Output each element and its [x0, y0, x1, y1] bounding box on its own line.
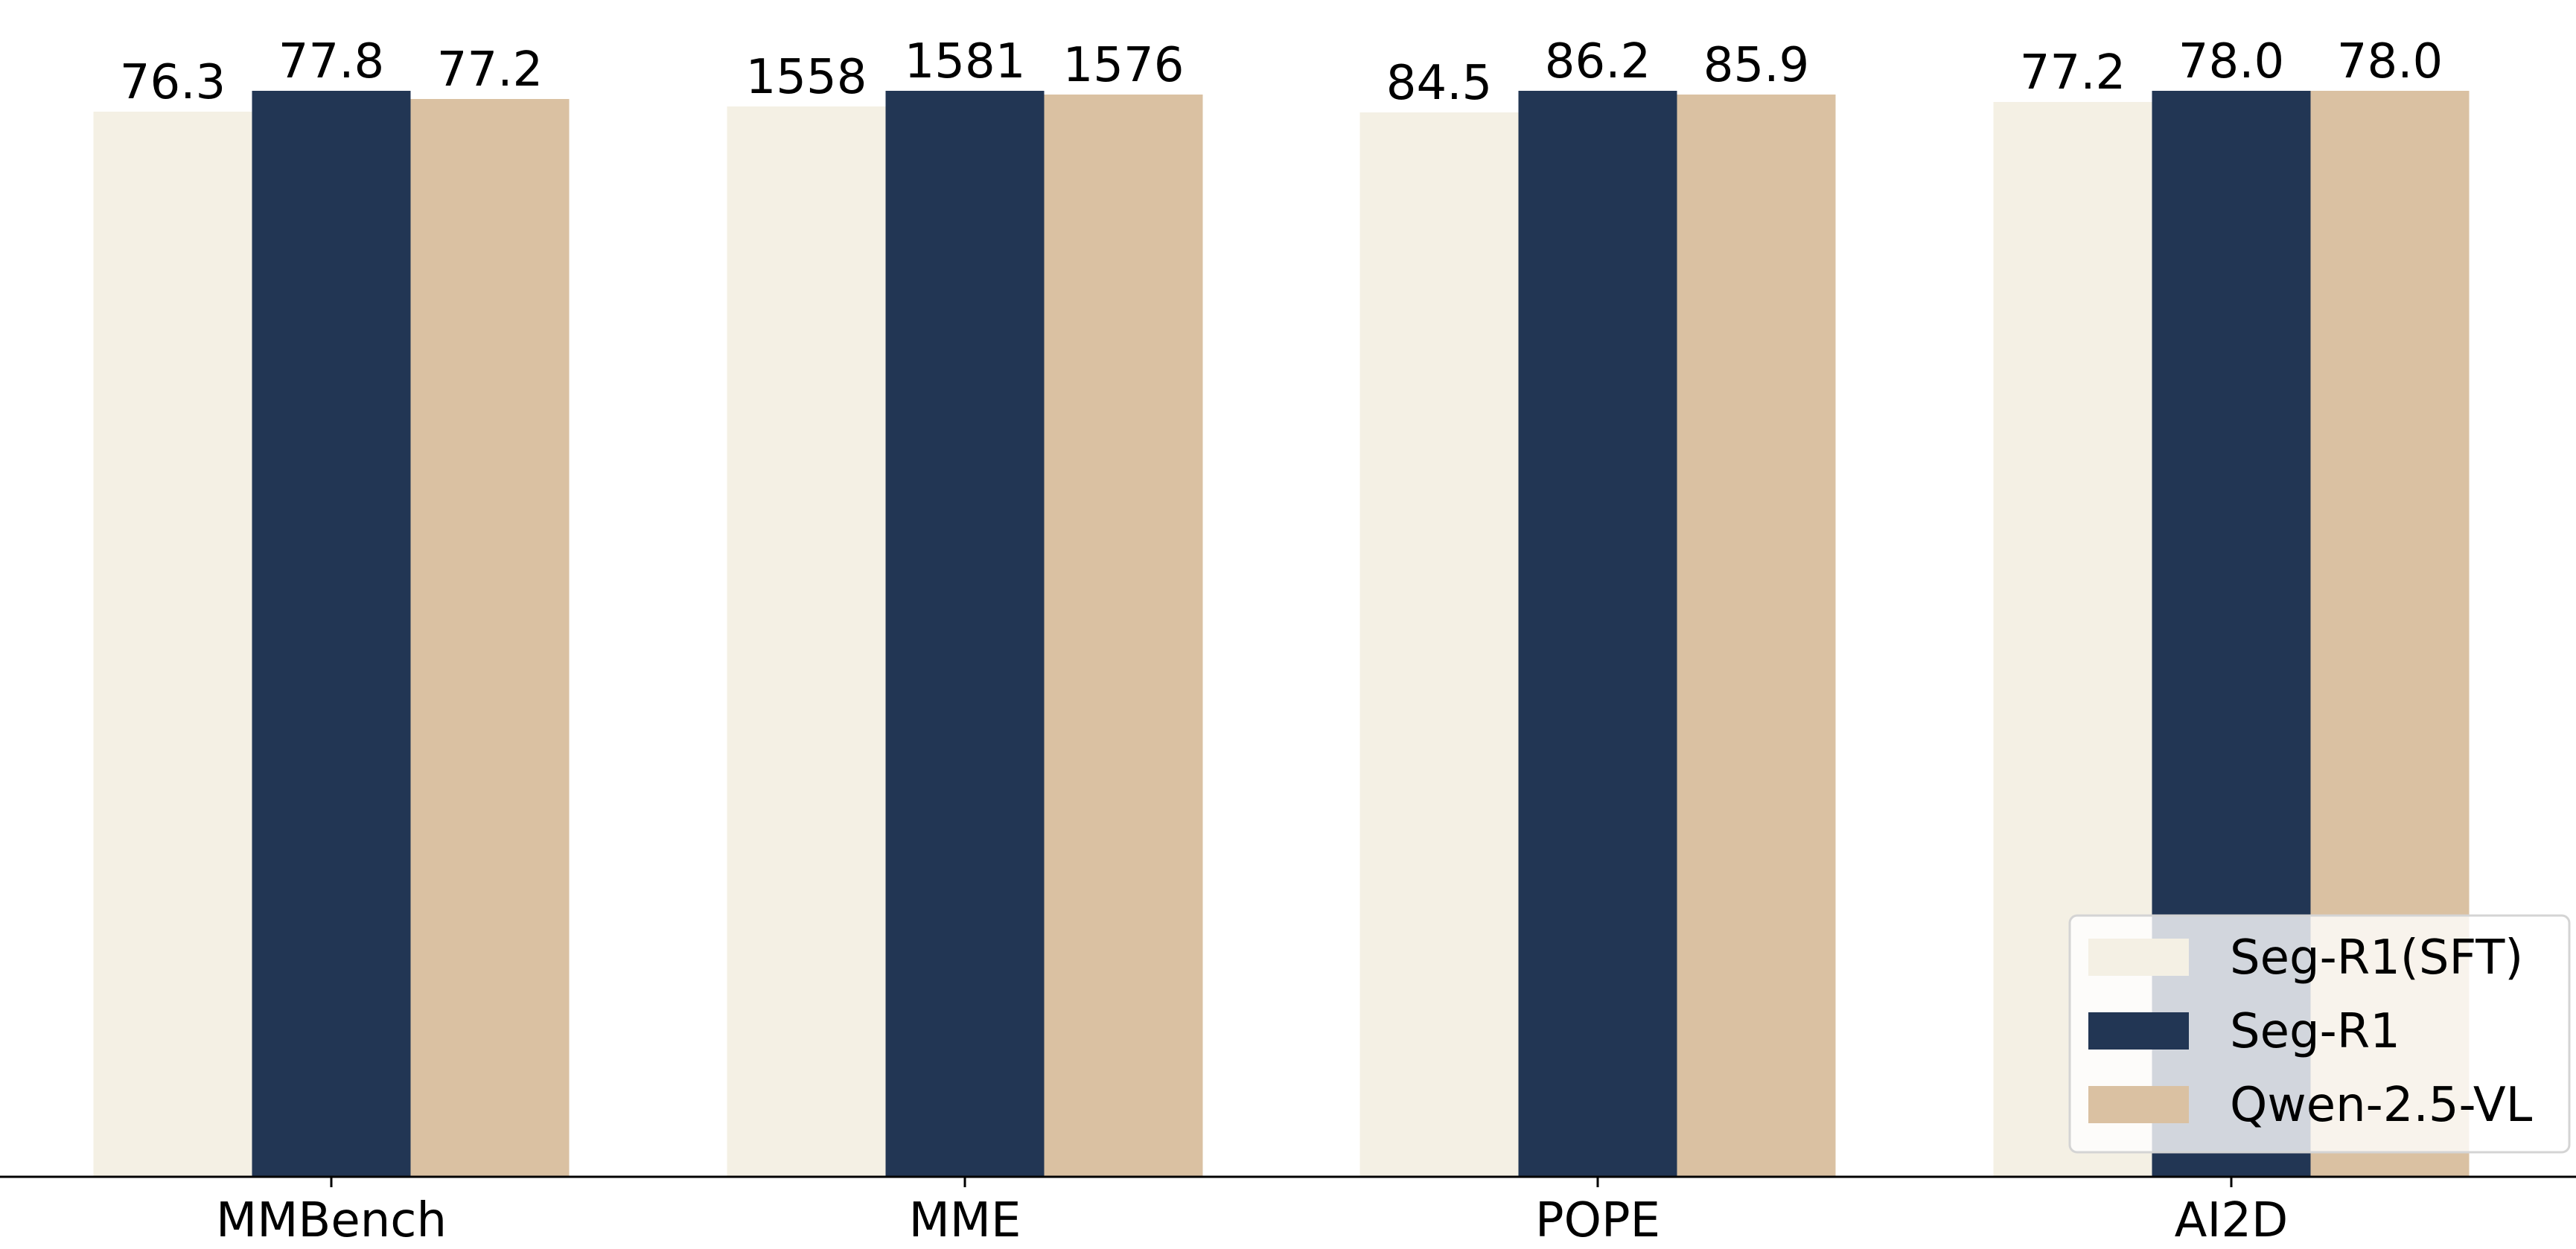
- bar-mme-seg-r1-sft: [727, 106, 886, 1177]
- bar-mmbench-seg-r1-sft: [93, 112, 252, 1177]
- bar-pope-seg-r1: [1518, 91, 1677, 1177]
- legend-label: Qwen-2.5-VL: [2230, 1078, 2533, 1133]
- value-label: 78.0: [2178, 34, 2285, 89]
- bar-pope-seg-r1-sft: [1359, 112, 1519, 1177]
- x-tick-label: MME: [909, 1193, 1021, 1248]
- bar-mmbench-seg-r1: [252, 91, 411, 1177]
- value-label: 77.2: [2020, 45, 2126, 100]
- x-tick-label: AI2D: [2175, 1193, 2289, 1248]
- legend: Seg-R1(SFT) Seg-R1 Qwen-2.5-VL: [2068, 914, 2571, 1154]
- x-tick-label: MMBench: [216, 1193, 447, 1248]
- bar-pope-qwen-2-5-vl: [1677, 95, 1836, 1177]
- legend-label: Seg-R1: [2230, 1004, 2400, 1059]
- value-label: 1581: [905, 34, 1026, 89]
- value-label: 86.2: [1545, 34, 1651, 89]
- x-axis-ticks-layer: MMBench MME POPE AI2D: [216, 1177, 2288, 1248]
- legend-label: Seg-R1(SFT): [2230, 930, 2523, 986]
- value-label: 77.8: [278, 34, 385, 89]
- legend-items: Seg-R1(SFT) Seg-R1 Qwen-2.5-VL: [2088, 930, 2533, 1133]
- value-label: 84.5: [1386, 56, 1493, 111]
- bar-mmbench-qwen-2-5-vl: [410, 99, 570, 1177]
- value-label: 1558: [746, 50, 867, 105]
- value-label: 85.9: [1703, 38, 1810, 93]
- value-label: 76.3: [120, 55, 226, 110]
- legend-swatch: [2088, 1012, 2189, 1050]
- legend-swatch: [2088, 939, 2189, 976]
- legend-frame: [2068, 914, 2571, 1154]
- bar-mme-seg-r1: [885, 91, 1045, 1177]
- value-label: 77.2: [437, 42, 543, 98]
- x-tick-label: POPE: [1535, 1193, 1660, 1248]
- value-labels-layer: 76.3 77.8 77.2 1558 1581 1576 84.5 86.2 85.9 77.2…: [120, 34, 2443, 111]
- value-label: 1576: [1063, 38, 1185, 93]
- legend-swatch: [2088, 1086, 2189, 1123]
- bar-mme-qwen-2-5-vl: [1044, 95, 1203, 1177]
- value-label: 78.0: [2337, 34, 2443, 89]
